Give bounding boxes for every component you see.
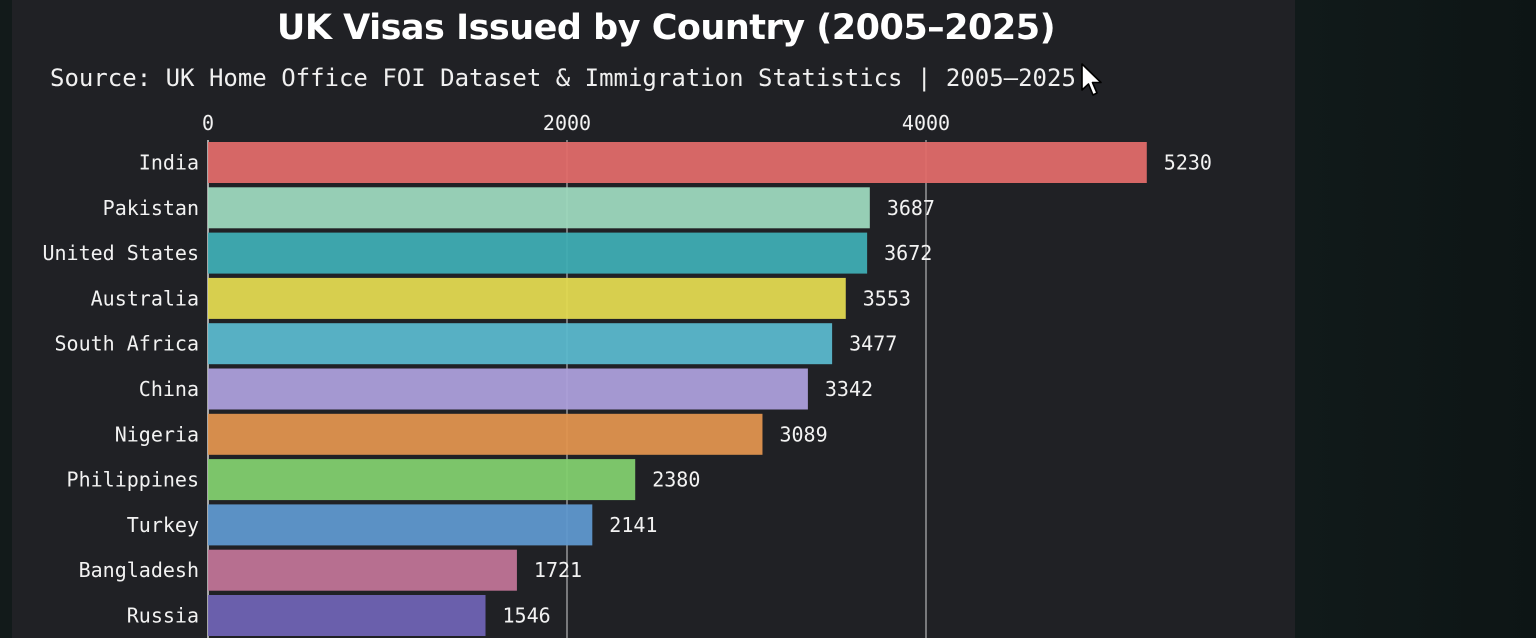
category-label: Pakistan: [103, 196, 199, 220]
value-label: 1721: [534, 558, 582, 582]
value-label: 3672: [884, 241, 932, 265]
bar: [208, 277, 846, 319]
bar: [208, 368, 808, 410]
right-backdrop: [1295, 0, 1536, 638]
bar: [208, 549, 517, 591]
category-label: Australia: [91, 286, 199, 310]
x-tick-label: 0: [202, 111, 214, 135]
bar: [208, 413, 763, 455]
left-edge-strip: [0, 0, 12, 638]
category-label: India: [139, 151, 199, 175]
bar: [208, 504, 593, 546]
bar: [208, 187, 870, 229]
bar: [208, 142, 1147, 183]
value-label: 5230: [1164, 151, 1212, 175]
value-label: 3342: [825, 377, 873, 401]
bar: [208, 595, 486, 636]
chart-title: UK Visas Issued by Country (2005–2025): [276, 8, 1056, 48]
category-label: Nigeria: [115, 422, 199, 446]
chart-subtitle: Source: UK Home Office FOI Dataset & Imm…: [50, 64, 1076, 92]
mouse-cursor-icon: [1081, 63, 1102, 96]
category-label: Turkey: [127, 513, 199, 537]
category-label: Bangladesh: [79, 558, 199, 582]
value-label: 1546: [503, 604, 551, 628]
category-label: Philippines: [67, 468, 199, 492]
category-label: China: [139, 377, 199, 401]
value-label: 3553: [863, 286, 911, 310]
bar: [208, 459, 636, 501]
bar: [208, 232, 868, 274]
bars: [208, 142, 1147, 636]
value-label: 3687: [887, 196, 935, 220]
value-label: 2380: [652, 468, 700, 492]
x-tick-label: 2000: [543, 111, 591, 135]
category-label: Russia: [127, 604, 199, 628]
value-label: 3089: [779, 422, 827, 446]
value-label: 2141: [609, 513, 657, 537]
category-label: United States: [42, 241, 199, 265]
x-tick-label: 4000: [902, 111, 950, 135]
x-axis-ticks: 0 2000 4000: [202, 111, 950, 135]
category-labels: India Pakistan United States Australia South…: [42, 151, 199, 628]
value-label: 3477: [849, 332, 897, 356]
category-label: South Africa: [55, 332, 200, 356]
bar: [208, 323, 833, 365]
value-labels: 5230 3687 3672 3553 3477 3342 3089 2380 2141 1721…: [503, 151, 1212, 628]
